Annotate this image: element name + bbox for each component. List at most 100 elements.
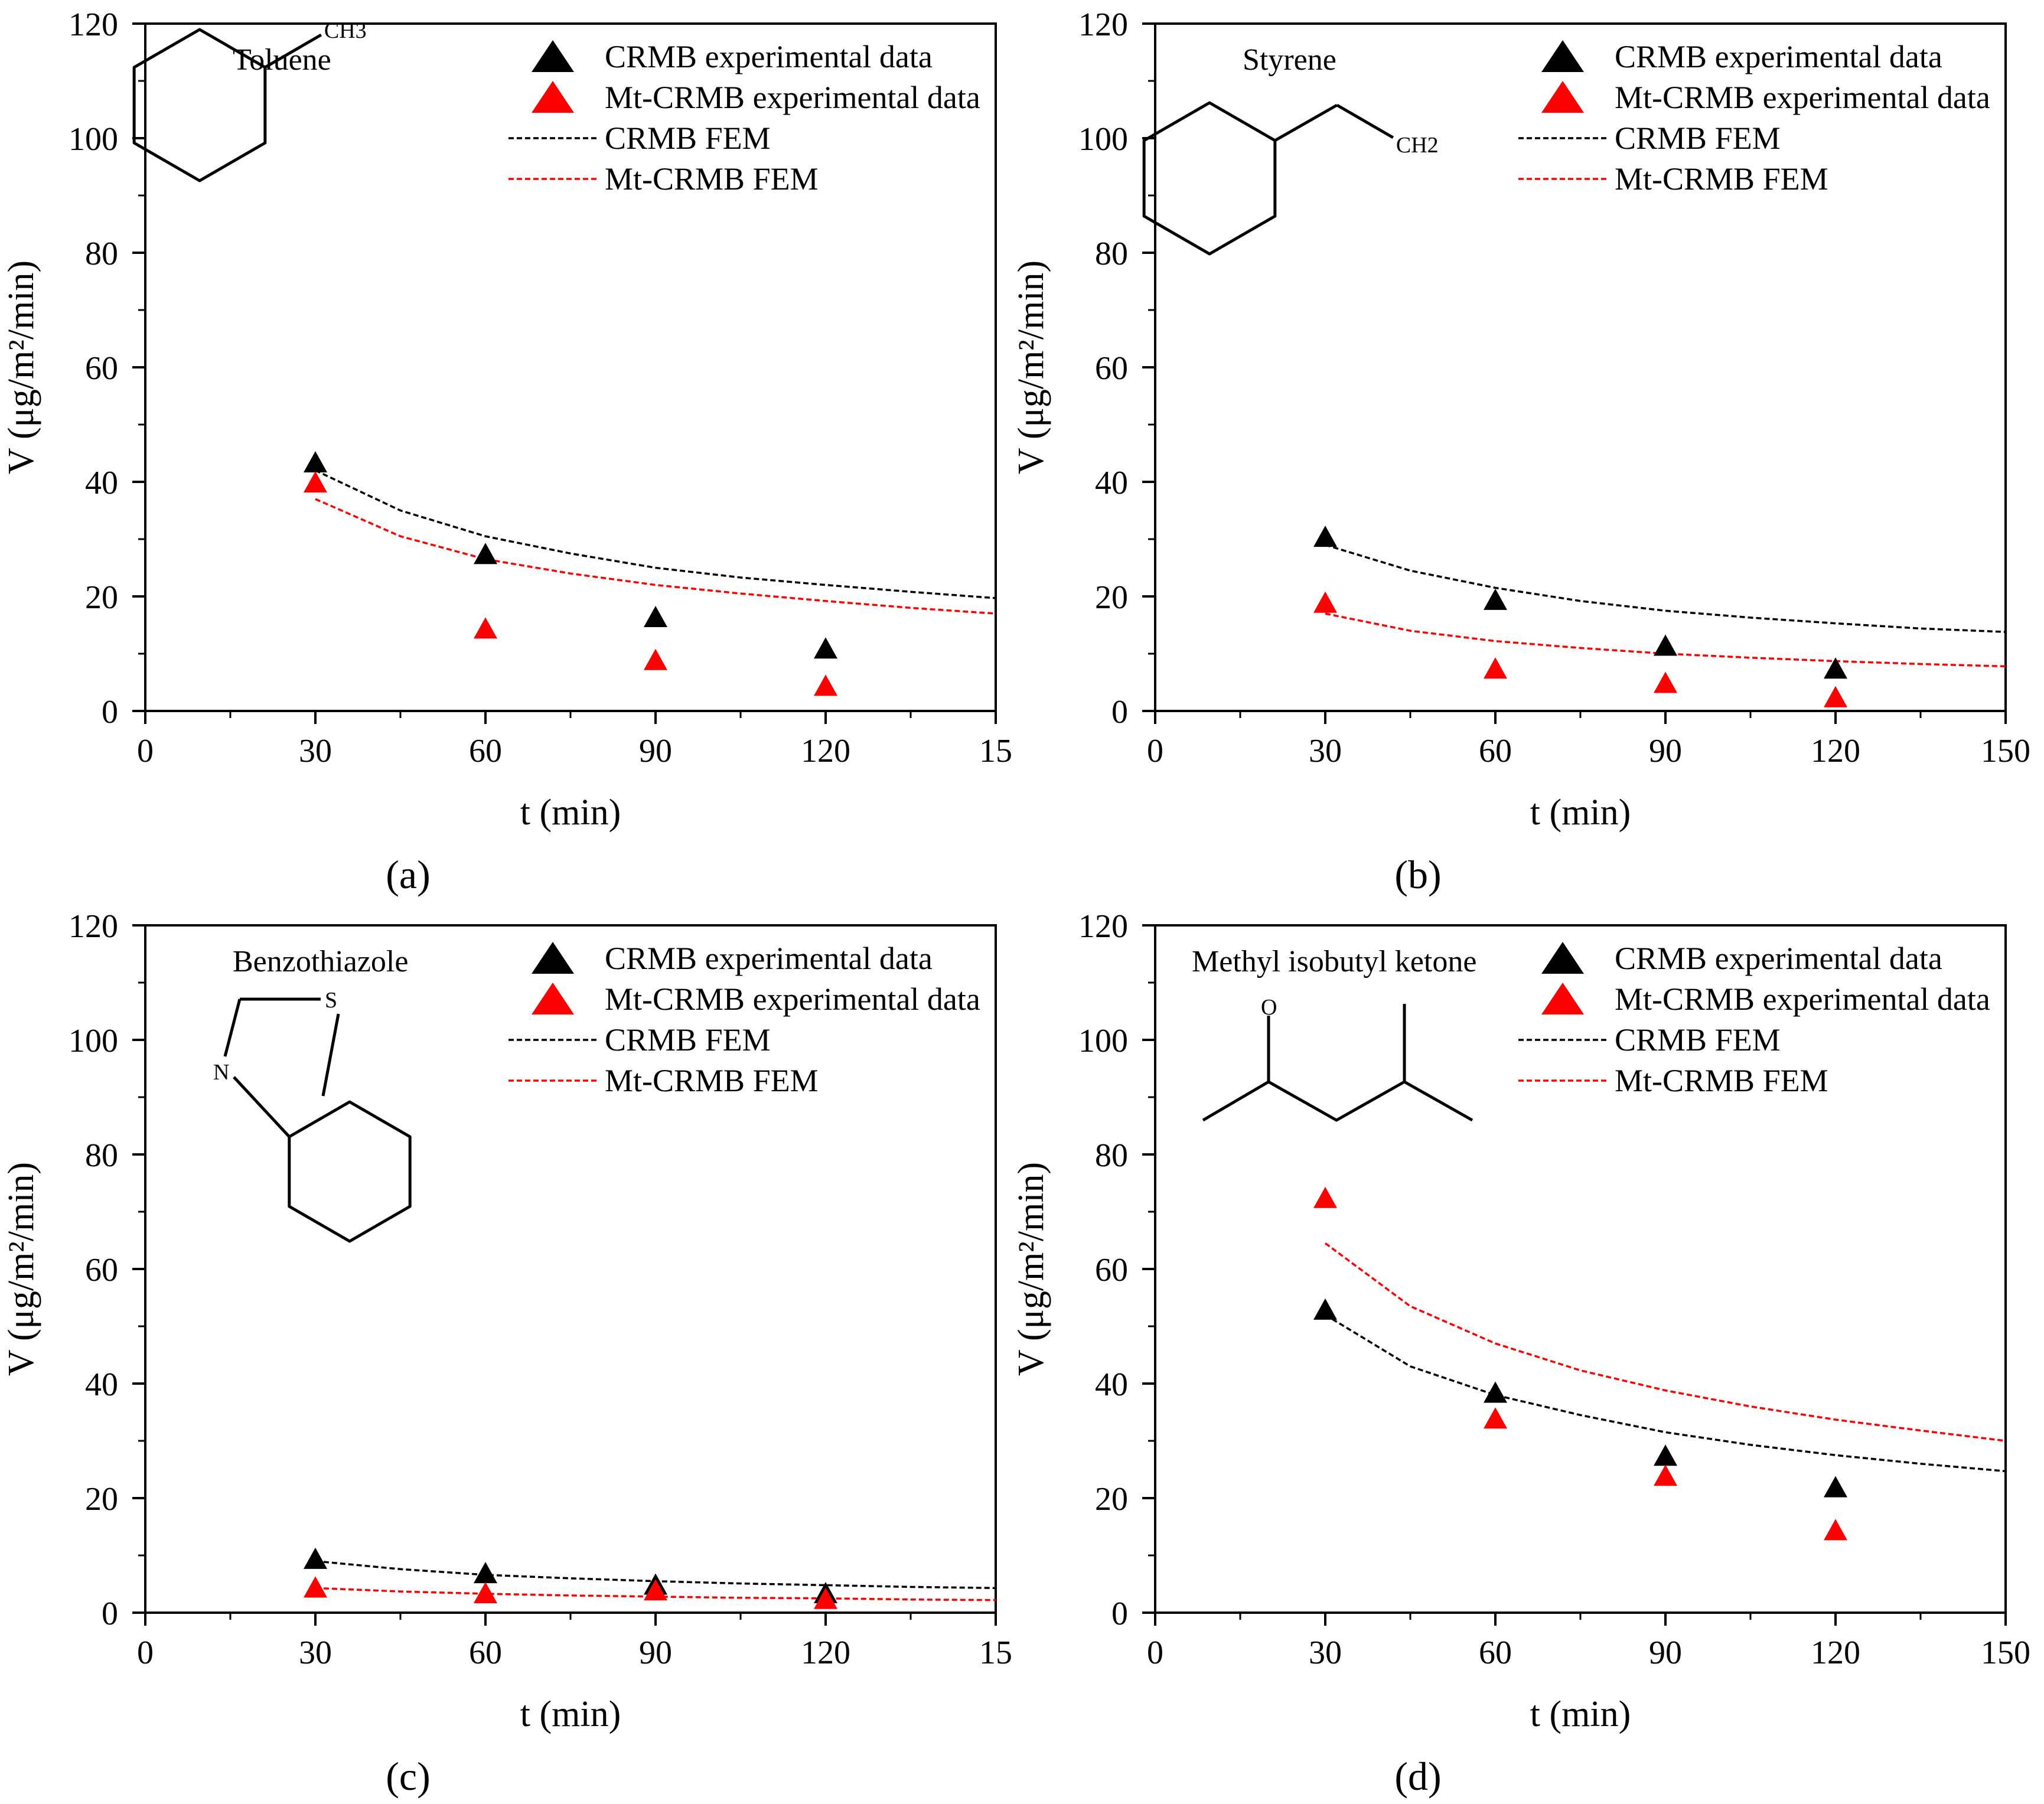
- x-tick-label: 60: [1479, 733, 1512, 769]
- data-point-mt-crmb-experimental-data: [644, 1579, 667, 1601]
- data-point-mt-crmb-experimental-data: [1824, 1519, 1847, 1541]
- x-tick-label: 60: [469, 1635, 502, 1671]
- panel-b: 0 30 60 90 120 150 0 20 40 60 80 100 120 t (min) V (μg…: [1011, 6, 2030, 897]
- legend-label: Mt-CRMB experimental data: [1615, 80, 1990, 115]
- legend-label: CRMB experimental data: [1615, 941, 1942, 976]
- y-tick-label: 60: [1095, 1252, 1128, 1288]
- legend-label: Mt-CRMB experimental data: [605, 80, 980, 115]
- y-tick-label: 80: [1095, 1137, 1128, 1174]
- data-point-crmb-experimental-data: [1313, 1298, 1337, 1320]
- series-line-crmb-fem: [1325, 544, 2006, 633]
- data-point-crmb-experimental-data: [304, 1547, 327, 1569]
- y-tick-label: 0: [1111, 694, 1128, 730]
- x-tick-label: 0: [1147, 733, 1163, 769]
- y-tick-label: 100: [69, 1023, 118, 1059]
- y-tick-label: 20: [1095, 1481, 1128, 1518]
- legend-marker: [1541, 40, 1584, 72]
- compound-name: Benzothiazole: [233, 945, 408, 978]
- data-point-crmb-experimental-data: [1824, 1476, 1847, 1498]
- legend-label: Mt-CRMB experimental data: [605, 981, 980, 1017]
- y-tick-label: 60: [85, 1252, 118, 1288]
- y-tick-label: 120: [1078, 6, 1128, 43]
- legend-marker: [1541, 983, 1584, 1014]
- x-tick-label: 15: [979, 1635, 1012, 1671]
- carbon-chain-structure: [1202, 1080, 1473, 1122]
- x-tick-label: 150: [1981, 733, 2030, 769]
- panel-label: (d): [1394, 1754, 1441, 1799]
- thiazole-bond-structure: [223, 999, 242, 1057]
- x-axis-label: t (min): [520, 1694, 621, 1734]
- data-point-mt-crmb-experimental-data: [1654, 1464, 1677, 1486]
- methyl-bond-structure: [264, 33, 322, 69]
- data-point-crmb-experimental-data: [1654, 634, 1677, 656]
- y-axis-label: V (μg/m²/min): [1011, 260, 1051, 474]
- series-line-crmb-fem: [315, 469, 996, 599]
- panel-label: (a): [386, 852, 430, 897]
- formula-label: S: [325, 988, 337, 1013]
- data-point-mt-crmb-experimental-data: [814, 1587, 837, 1609]
- benzene-ring-structure: [288, 1100, 412, 1243]
- plot-frame: [1154, 22, 2007, 712]
- thiazole-bond-structure: [233, 1076, 291, 1138]
- legend-marker: [1541, 942, 1584, 974]
- series-line-crmb-fem: [1325, 1314, 2006, 1473]
- panel-label: (b): [1394, 852, 1441, 897]
- legend-label: CRMB FEM: [605, 1022, 771, 1058]
- y-tick-label: 20: [1095, 579, 1128, 616]
- y-tick-label: 40: [1095, 465, 1128, 501]
- y-tick-label: 100: [69, 121, 118, 158]
- y-tick-label: 120: [69, 6, 118, 43]
- panel-label: (c): [386, 1754, 430, 1799]
- legend-marker: [532, 40, 574, 72]
- data-point-crmb-experimental-data: [304, 451, 327, 473]
- y-tick-label: 80: [85, 236, 118, 272]
- data-point-mt-crmb-experimental-data: [1824, 686, 1847, 707]
- y-tick-label: 20: [85, 579, 118, 616]
- y-tick-label: 80: [1095, 236, 1128, 272]
- x-axis-label: t (min): [1530, 1694, 1631, 1734]
- x-tick-label: 0: [1147, 1635, 1163, 1671]
- legend-label: Mt-CRMB FEM: [605, 161, 819, 197]
- data-point-mt-crmb-experimental-data: [1654, 671, 1677, 693]
- legend-marker: [532, 983, 574, 1014]
- data-point-mt-crmb-experimental-data: [304, 471, 327, 492]
- x-tick-label: 90: [639, 1635, 672, 1671]
- compound-name: Styrene: [1243, 43, 1336, 77]
- legend-label: CRMB FEM: [1615, 1022, 1781, 1058]
- y-tick-label: 40: [85, 465, 118, 501]
- data-point-crmb-experimental-data: [1313, 526, 1337, 547]
- data-point-mt-crmb-experimental-data: [1313, 1186, 1337, 1208]
- y-tick-label: 80: [85, 1137, 118, 1174]
- x-tick-label: 60: [469, 733, 502, 769]
- y-tick-label: 0: [1111, 1596, 1128, 1632]
- legend-label: Mt-CRMB experimental data: [1615, 981, 1990, 1017]
- legend-label: Mt-CRMB FEM: [1615, 1063, 1828, 1098]
- x-tick-label: 120: [801, 1635, 850, 1671]
- data-point-mt-crmb-experimental-data: [1484, 1407, 1507, 1429]
- x-tick-label: 30: [299, 1635, 332, 1671]
- thiazole-bond-structure: [321, 1013, 340, 1097]
- data-point-crmb-experimental-data: [814, 637, 837, 659]
- x-tick-label: 90: [1649, 1635, 1682, 1671]
- vinyl-bond-structure: [1274, 103, 1338, 142]
- x-axis-label: t (min): [1530, 792, 1631, 833]
- legend-label: CRMB FEM: [605, 120, 771, 156]
- y-axis-label: V (μg/m²/min): [1, 260, 41, 474]
- y-tick-label: 40: [1095, 1366, 1128, 1403]
- x-tick-label: 60: [1479, 1635, 1512, 1671]
- data-point-mt-crmb-experimental-data: [474, 617, 497, 639]
- y-tick-label: 60: [1095, 350, 1128, 387]
- data-point-mt-crmb-experimental-data: [644, 648, 667, 670]
- formula-label: CH2: [1396, 133, 1439, 158]
- series-line-mt-crmb-fem: [315, 498, 996, 615]
- legend-marker: [532, 942, 574, 974]
- y-tick-label: 0: [102, 1596, 118, 1632]
- legend-label: CRMB FEM: [1615, 120, 1781, 156]
- legend-marker: [1541, 81, 1584, 113]
- data-point-crmb-experimental-data: [1654, 1444, 1677, 1466]
- x-tick-label: 150: [1981, 1635, 2030, 1671]
- legend-label: CRMB experimental data: [605, 39, 933, 74]
